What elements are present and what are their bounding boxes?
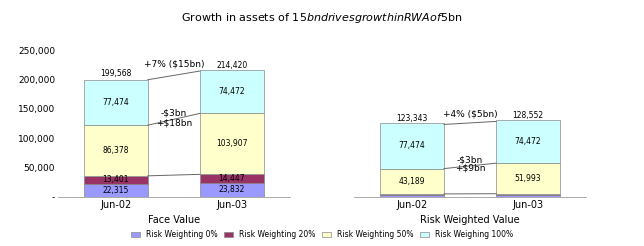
Text: -$3bn: -$3bn: [457, 155, 483, 164]
Bar: [380, 169, 444, 194]
Bar: [200, 70, 263, 113]
Bar: [84, 80, 147, 125]
Text: 103,907: 103,907: [216, 139, 247, 148]
Bar: [200, 183, 263, 197]
Text: 43,189: 43,189: [399, 177, 426, 186]
Bar: [380, 196, 444, 197]
Text: 77,474: 77,474: [102, 98, 129, 107]
Text: +7% ($15bn): +7% ($15bn): [144, 59, 204, 68]
Bar: [380, 123, 444, 169]
Text: +$9bn: +$9bn: [455, 164, 486, 173]
Text: 74,472: 74,472: [515, 137, 542, 146]
Bar: [496, 120, 560, 163]
X-axis label: Risk Weighted Value: Risk Weighted Value: [421, 215, 520, 225]
Bar: [496, 163, 560, 194]
Legend: Risk Weighting 0%, Risk Weighting 20%, Risk Weighting 50%, Risk Weighing 100%: Risk Weighting 0%, Risk Weighting 20%, R…: [128, 227, 516, 242]
Text: 23,832: 23,832: [219, 185, 245, 194]
Text: 13,401: 13,401: [102, 175, 129, 184]
Text: 123,343: 123,343: [397, 114, 428, 123]
Text: -$3bn: -$3bn: [161, 108, 187, 118]
Text: 14,447: 14,447: [218, 174, 245, 183]
Bar: [84, 125, 147, 176]
X-axis label: Face Value: Face Value: [148, 215, 200, 225]
Text: Growth in assets of $15bn drives growth in RWA of $5bn: Growth in assets of $15bn drives growth …: [181, 11, 463, 25]
Bar: [84, 176, 147, 184]
Text: +$18bn: +$18bn: [156, 119, 192, 127]
Text: 74,472: 74,472: [218, 87, 245, 96]
Bar: [496, 194, 560, 195]
Text: +4% ($5bn): +4% ($5bn): [443, 109, 497, 118]
Bar: [496, 195, 560, 197]
Bar: [380, 194, 444, 196]
Text: 214,420: 214,420: [216, 61, 247, 70]
Text: 22,315: 22,315: [103, 186, 129, 195]
Text: 77,474: 77,474: [399, 141, 426, 150]
Bar: [200, 113, 263, 174]
Text: 86,378: 86,378: [102, 146, 129, 155]
Text: 199,568: 199,568: [100, 69, 131, 78]
Text: 51,993: 51,993: [515, 174, 542, 183]
Bar: [200, 174, 263, 183]
Text: 128,552: 128,552: [513, 111, 544, 120]
Bar: [84, 184, 147, 197]
